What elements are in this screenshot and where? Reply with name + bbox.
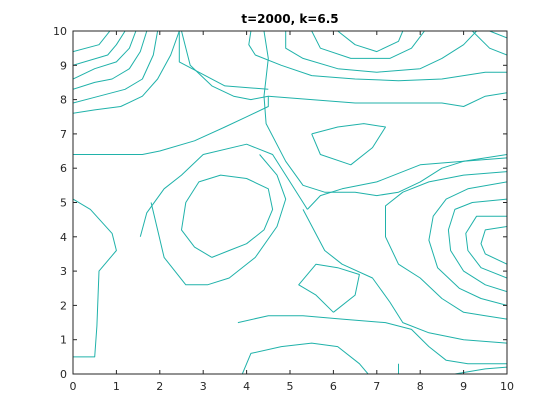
contour-line-25 — [302, 209, 507, 344]
contour-line-26 — [241, 342, 369, 374]
contour-line-18 — [307, 157, 507, 210]
contour-line-32 — [465, 215, 507, 279]
contour-line-28 — [454, 366, 507, 374]
contour-line-2 — [73, 31, 126, 66]
contour-line-31 — [447, 198, 507, 293]
y-tick-label: 6 — [60, 162, 67, 175]
y-tick-label: 9 — [60, 59, 67, 72]
contour-line-9 — [263, 31, 507, 197]
y-tick-label: 0 — [60, 368, 67, 381]
y-tick-label: 3 — [60, 265, 67, 278]
y-tick-label: 1 — [60, 334, 67, 347]
contour-line-6 — [73, 31, 180, 114]
contour-line-5 — [73, 31, 159, 104]
x-tick-label: 1 — [113, 380, 120, 393]
contour-line-23 — [298, 263, 360, 313]
contour-line-19 — [73, 198, 117, 358]
y-tick-label: 4 — [60, 231, 67, 244]
contour-line-12 — [311, 31, 425, 59]
contour-line-14 — [471, 31, 507, 56]
contour-line-10 — [248, 31, 507, 82]
chart-title: t=2000, k=6.5 — [241, 12, 338, 26]
x-tick-label: 4 — [243, 380, 250, 393]
axis-ticks-group: 0 1 2 3 4 5 6 7 8 9 10 0 1 2 3 4 5 6 7 8 9 10 — [53, 25, 514, 393]
contour-line-13 — [337, 31, 404, 53]
contour-line-7 — [178, 31, 269, 90]
x-tick-label: 2 — [156, 380, 163, 393]
contour-line-24 — [237, 315, 507, 365]
contour-line-3 — [73, 31, 137, 80]
x-tick-label: 8 — [417, 380, 424, 393]
x-tick-label: 9 — [460, 380, 467, 393]
contour-line-21 — [150, 154, 287, 286]
x-tick-label: 0 — [70, 380, 77, 393]
contour-lines-group — [73, 31, 507, 374]
y-tick-label: 2 — [60, 299, 67, 312]
contour-line-20 — [139, 143, 308, 237]
y-tick-label: 7 — [60, 128, 67, 141]
x-tick-label: 3 — [200, 380, 207, 393]
x-tick-label: 7 — [373, 380, 380, 393]
contour-line-30 — [428, 181, 507, 306]
contour-line-15 — [489, 31, 507, 39]
contour-line-16 — [268, 92, 507, 107]
y-tick-label: 10 — [53, 25, 67, 38]
y-tick-label: 5 — [60, 197, 67, 210]
contour-line-29 — [385, 171, 507, 320]
contour-line-1 — [73, 31, 111, 53]
contour-line-11 — [285, 31, 477, 73]
contour-line-8 — [73, 31, 269, 155]
contour-line-22 — [181, 174, 274, 258]
y-tick-label: 8 — [60, 94, 67, 107]
contour-line-17 — [311, 123, 386, 166]
x-tick-label: 6 — [330, 380, 337, 393]
x-tick-label: 10 — [500, 380, 514, 393]
contour-line-33 — [480, 226, 507, 265]
contour-line-4 — [73, 31, 148, 90]
x-tick-label: 5 — [287, 380, 294, 393]
